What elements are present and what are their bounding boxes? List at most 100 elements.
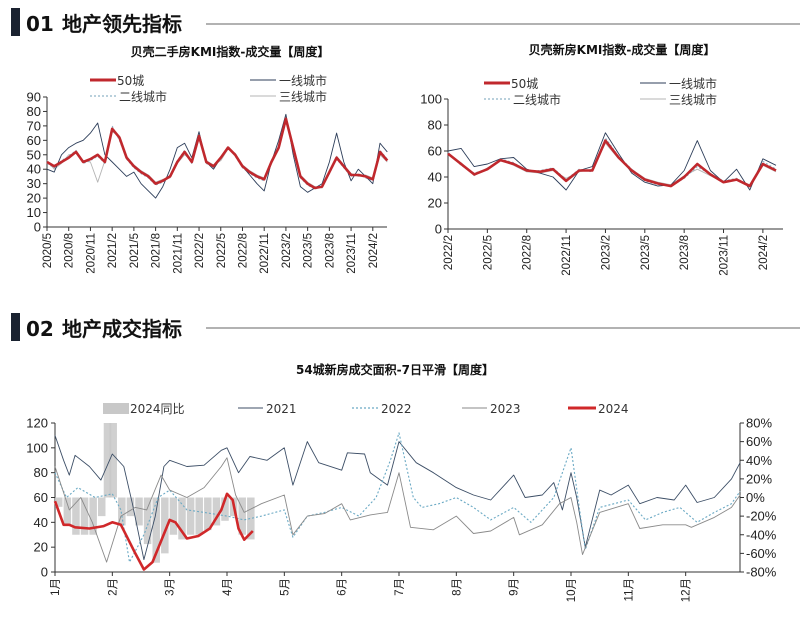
yoy-bar bbox=[247, 497, 255, 540]
yoy-bar bbox=[118, 497, 126, 526]
yoy-bar bbox=[178, 497, 186, 540]
x-tick-label: 2022/8 bbox=[237, 233, 249, 268]
y-tick-label: 0 bbox=[41, 565, 48, 580]
legend-label: 50城 bbox=[117, 74, 144, 88]
y-tick-label: 70 bbox=[27, 118, 41, 133]
yoy-bar bbox=[80, 497, 89, 535]
yoy-bar bbox=[186, 497, 195, 535]
y2-tick-label: 0% bbox=[746, 490, 765, 505]
x-tick-label: 2023/2 bbox=[281, 233, 293, 268]
series-line-50城 bbox=[447, 139, 777, 188]
x-tick-label: 2023/11 bbox=[346, 233, 358, 274]
x-tick-label: 3月 bbox=[165, 578, 177, 596]
x-tick-label: 7月 bbox=[394, 578, 406, 596]
y-tick-label: 40 bbox=[34, 515, 48, 530]
y2-tick-label: 80% bbox=[746, 416, 772, 431]
y-tick-label: 20 bbox=[27, 191, 41, 206]
section-title-02: 地产成交指标 bbox=[62, 317, 182, 341]
yoy-bar bbox=[195, 497, 203, 535]
y-tick-label: 0 bbox=[435, 222, 442, 237]
chart3-legend: 2024同比 2021 2022 2023 2024 bbox=[103, 402, 629, 416]
y-tick-label: 60 bbox=[34, 490, 48, 505]
series-line-二线城市 bbox=[46, 116, 388, 190]
x-tick-label: 2023/5 bbox=[303, 233, 315, 268]
x-tick-label: 2024/2 bbox=[368, 233, 380, 268]
x-tick-label: 2020/5 bbox=[42, 233, 54, 268]
y2-tick-label: -60% bbox=[746, 546, 777, 561]
legend-label: 2023 bbox=[490, 402, 521, 416]
series-line-2023 bbox=[54, 457, 741, 563]
yoy-bar bbox=[98, 497, 106, 517]
chart2-title: 贝壳新房KMI指数-成交量【周度】 bbox=[529, 42, 716, 57]
chart2-legend: 50城 一线城市 二线城市 三线城市 bbox=[484, 76, 717, 107]
yoy-bar bbox=[103, 423, 112, 498]
y2-tick-label: 40% bbox=[746, 453, 772, 468]
y-tick-label: 10 bbox=[27, 205, 41, 220]
yoy-bar bbox=[161, 497, 169, 554]
x-tick-label: 4月 bbox=[222, 578, 234, 596]
chart1-title: 贝壳二手房KMI指数-成交量【周度】 bbox=[131, 44, 330, 59]
yoy-bar bbox=[109, 423, 117, 498]
legend-label: 一线城市 bbox=[279, 73, 327, 88]
legend-label: 二线城市 bbox=[513, 92, 561, 107]
y2-tick-label: 20% bbox=[746, 471, 772, 486]
y-tick-label: 40 bbox=[27, 162, 41, 177]
x-tick-label: 2021/8 bbox=[151, 233, 163, 268]
yoy-bar bbox=[238, 497, 246, 535]
x-tick-label: 2021/11 bbox=[172, 233, 184, 274]
x-tick-label: 2022/5 bbox=[216, 233, 228, 268]
x-tick-label: 8月 bbox=[451, 578, 463, 596]
x-tick-label: 11月 bbox=[623, 578, 635, 601]
y2-tick-label: -40% bbox=[746, 527, 777, 542]
yoy-bar bbox=[169, 497, 178, 535]
yoy-bar bbox=[212, 497, 221, 526]
series-line-2021 bbox=[54, 435, 741, 561]
x-tick-label: 2月 bbox=[107, 578, 119, 596]
y-tick-label: 90 bbox=[27, 90, 41, 105]
x-tick-label: 9月 bbox=[509, 578, 521, 596]
x-tick-label: 2022/11 bbox=[259, 233, 271, 274]
legend-label: 二线城市 bbox=[119, 89, 167, 104]
yoy-bar bbox=[89, 497, 97, 535]
legend-label: 三线城市 bbox=[669, 92, 717, 107]
x-tick-label: 12月 bbox=[681, 578, 693, 602]
y2-tick-label: 60% bbox=[746, 434, 772, 449]
y2-tick-label: -80% bbox=[746, 565, 777, 580]
x-tick-label: 2022/5 bbox=[482, 235, 494, 270]
y-tick-label: 100 bbox=[26, 440, 48, 455]
chart3-title: 54城新房成交面积-7日平滑【周度】 bbox=[296, 362, 494, 377]
chart1-legend: 50城 一线城市 二线城市 三线城市 bbox=[90, 73, 327, 104]
x-tick-label: 2020/8 bbox=[64, 233, 76, 268]
y-tick-label: 80 bbox=[27, 104, 41, 119]
yoy-bar bbox=[126, 497, 135, 517]
yoy-bar bbox=[221, 497, 229, 521]
x-tick-label: 2023/11 bbox=[719, 235, 731, 276]
y-tick-label: 0 bbox=[34, 220, 41, 235]
x-tick-label: 2023/5 bbox=[640, 235, 652, 270]
x-tick-label: 2022/2 bbox=[443, 235, 455, 270]
legend-label: 三线城市 bbox=[279, 89, 327, 104]
legend-label: 2022 bbox=[381, 402, 412, 416]
x-tick-label: 2024/2 bbox=[758, 235, 770, 270]
y-tick-label: 60 bbox=[428, 144, 442, 159]
yoy-bar bbox=[55, 497, 63, 507]
x-tick-label: 5月 bbox=[279, 578, 291, 596]
x-tick-label: 2023/8 bbox=[324, 233, 336, 268]
x-tick-label: 2022/2 bbox=[194, 233, 206, 268]
legend-label: 2021 bbox=[266, 402, 297, 416]
yoy-bar bbox=[143, 497, 152, 545]
x-tick-label: 10月 bbox=[566, 578, 578, 602]
yoy-bar bbox=[204, 497, 212, 531]
y-tick-label: 80 bbox=[34, 465, 48, 480]
section-number-01: 01 bbox=[26, 12, 54, 36]
x-tick-label: 1月 bbox=[50, 578, 62, 596]
chart3-plot: 0 20 40 60 80 100 120 -80% -60% -40% -20% 0% 20% 40% 6… bbox=[26, 416, 776, 603]
x-tick-label: 2022/8 bbox=[522, 235, 534, 270]
yoy-bar bbox=[135, 497, 143, 526]
x-tick-label: 2020/11 bbox=[85, 233, 97, 274]
y-tick-label: 100 bbox=[420, 92, 442, 107]
y-tick-label: 40 bbox=[428, 170, 442, 185]
y-tick-label: 120 bbox=[26, 416, 48, 431]
section-marker-02 bbox=[11, 313, 20, 341]
